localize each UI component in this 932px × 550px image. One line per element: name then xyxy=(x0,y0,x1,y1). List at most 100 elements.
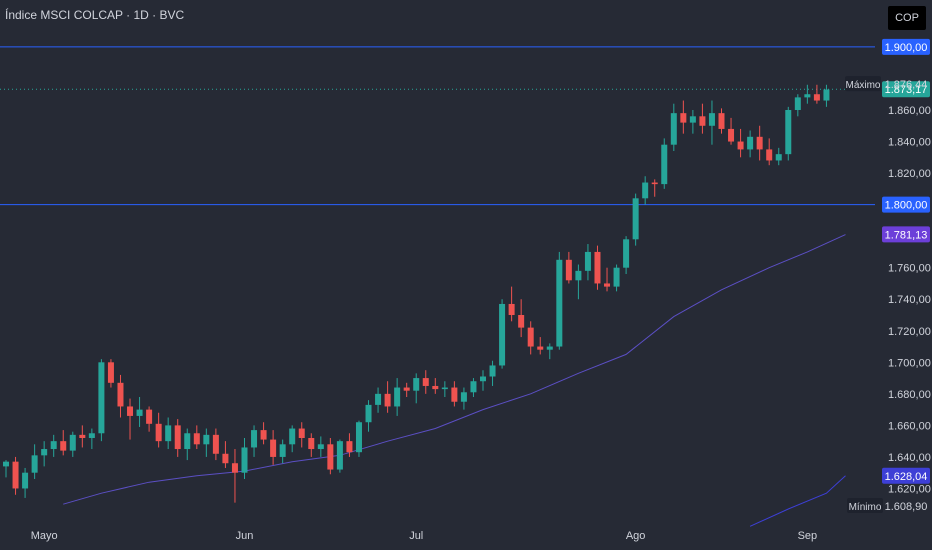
candle-body xyxy=(117,382,124,407)
candle xyxy=(384,381,391,413)
candle xyxy=(365,400,372,432)
candle-body xyxy=(546,346,553,350)
candle xyxy=(527,321,534,355)
candle xyxy=(41,441,48,467)
price-tick-label: 1.820,00 xyxy=(888,168,931,180)
candle-body xyxy=(146,409,153,424)
candle-body xyxy=(336,441,343,470)
candle-body xyxy=(451,387,458,402)
candle xyxy=(508,286,515,322)
ma-value-badge: 1.781,13 xyxy=(882,226,930,243)
candle xyxy=(394,378,401,416)
candle-body xyxy=(460,392,467,402)
candle-body xyxy=(623,239,630,268)
candle-body xyxy=(346,441,353,453)
candle-body xyxy=(251,430,258,448)
candle-body xyxy=(212,434,219,454)
candle-body xyxy=(632,198,639,240)
price-tick-label: 1.840,00 xyxy=(888,137,931,149)
candle-body xyxy=(680,113,687,123)
candle-body xyxy=(470,381,477,393)
candle-body xyxy=(794,97,801,110)
candle xyxy=(60,430,67,456)
candle xyxy=(231,449,238,503)
candle-body xyxy=(222,453,229,464)
price-badges: 1.900,00 1.800,00 1.873,17 1.781,13 1.628,04… xyxy=(845,38,931,513)
candle xyxy=(308,433,315,457)
last-price-badge-text: 1.873,17 xyxy=(885,84,928,96)
candle xyxy=(804,84,811,104)
candle-body xyxy=(747,136,754,150)
candle-body xyxy=(432,385,439,390)
currency-button[interactable]: COP xyxy=(888,6,926,30)
moving-average-line xyxy=(63,234,846,505)
candle-body xyxy=(270,439,277,457)
candle xyxy=(747,130,754,158)
candle xyxy=(413,373,420,404)
candle xyxy=(222,441,229,468)
candle xyxy=(537,337,544,355)
candle-body xyxy=(670,113,677,145)
candle-body xyxy=(661,144,668,185)
price-tick-label: 1.740,00 xyxy=(888,294,931,306)
candle xyxy=(613,264,620,292)
price-tick-label: 1.680,00 xyxy=(888,389,931,401)
candle xyxy=(708,100,715,145)
candle xyxy=(728,117,735,145)
min-caption-bg xyxy=(847,497,883,513)
candle xyxy=(451,381,458,407)
candle-body xyxy=(165,425,172,442)
candle-body xyxy=(384,393,391,407)
candle-body xyxy=(584,251,591,271)
price-tick-label: 1.660,00 xyxy=(888,420,931,432)
candle-body xyxy=(155,423,162,442)
candle-body xyxy=(375,393,382,405)
candle-body xyxy=(279,444,286,457)
candle xyxy=(165,417,172,450)
candle xyxy=(50,434,57,457)
price-tick-label: 1.640,00 xyxy=(888,452,931,464)
candle-body xyxy=(508,303,515,315)
candle xyxy=(651,179,658,197)
candle-body xyxy=(3,461,9,467)
candle xyxy=(632,193,639,246)
candle xyxy=(327,438,334,475)
candle-body xyxy=(69,434,76,451)
candle-body xyxy=(575,270,582,281)
candle xyxy=(680,100,687,134)
candle-body xyxy=(327,444,334,470)
candle-body xyxy=(813,94,820,101)
price-tick-label: 1.720,00 xyxy=(888,326,931,338)
candle-body xyxy=(260,430,267,440)
candle-body xyxy=(766,149,773,161)
candle-body xyxy=(317,444,324,450)
candle-body xyxy=(355,422,362,453)
candle-body xyxy=(708,113,715,126)
candle xyxy=(346,433,353,457)
candle xyxy=(756,125,763,161)
candle-body xyxy=(527,327,534,347)
time-axis-label: Ago xyxy=(626,530,646,542)
candle xyxy=(775,147,782,166)
candle-body xyxy=(823,89,830,101)
time-axis: Mayo Jun Jul Ago Sep xyxy=(31,530,817,542)
candle xyxy=(470,378,477,397)
candle-body xyxy=(699,116,706,126)
candle xyxy=(623,236,630,274)
candle xyxy=(251,425,258,457)
candle xyxy=(441,381,448,397)
candle-body xyxy=(308,438,315,450)
candle xyxy=(88,428,95,450)
candle xyxy=(69,431,76,457)
price-axis: 1.640,00 1.660,00 1.680,00 1.700,00 1.720,00… xyxy=(888,105,931,464)
level-badge: 1.800,00 xyxy=(882,196,930,213)
candle xyxy=(193,425,200,450)
max-caption: Máximo xyxy=(845,80,880,91)
candle-body xyxy=(79,434,86,438)
candle xyxy=(785,106,792,161)
candle xyxy=(127,398,134,440)
candle xyxy=(565,251,572,284)
candle-body xyxy=(756,136,763,150)
candle-body xyxy=(231,463,238,473)
